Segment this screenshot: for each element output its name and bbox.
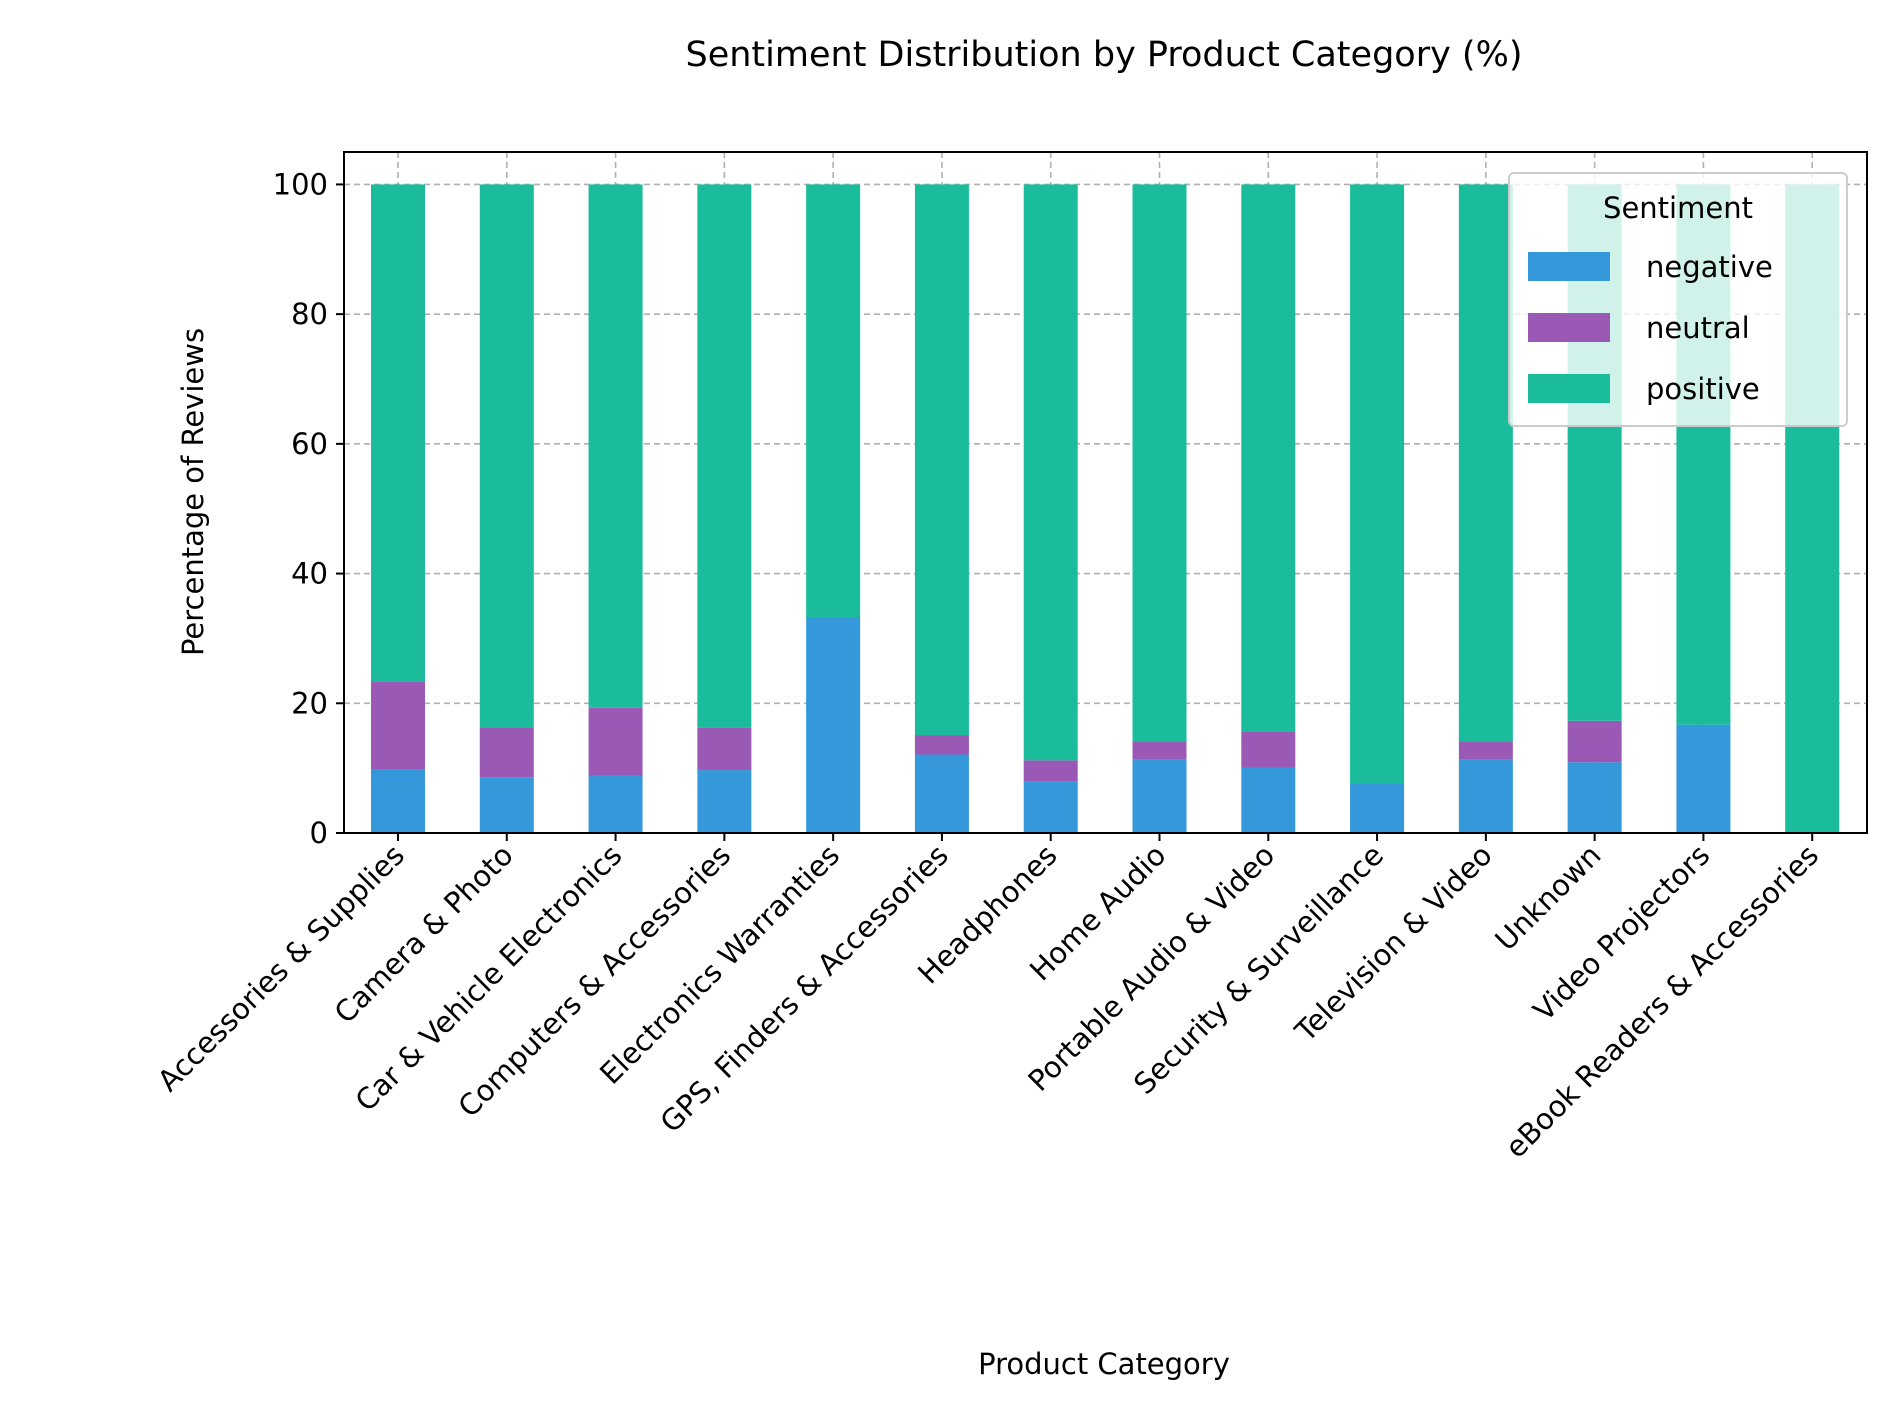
bar-negative xyxy=(588,775,643,833)
bar-neutral xyxy=(371,681,425,770)
bar-positive xyxy=(479,184,534,728)
bar-positive xyxy=(1241,184,1296,732)
y-tick-label: 40 xyxy=(291,557,328,591)
legend-box xyxy=(1508,172,1848,427)
bar-positive xyxy=(1132,184,1187,742)
plot-frame xyxy=(343,151,1868,834)
bar-negative xyxy=(1458,759,1513,833)
bar-neutral xyxy=(697,727,752,771)
legend-swatch-negative xyxy=(1528,252,1610,281)
bar-negative xyxy=(1567,762,1622,833)
bar-positive xyxy=(588,184,643,708)
bar-neutral xyxy=(1241,731,1296,768)
bar-negative xyxy=(806,617,861,833)
y-tick-label: 60 xyxy=(291,427,328,461)
legend-swatch-positive xyxy=(1528,374,1610,403)
legend-label-neutral: neutral xyxy=(1646,311,1750,345)
bar-neutral xyxy=(1567,720,1622,763)
legend-title: Sentiment xyxy=(1603,191,1753,225)
chart-title: Sentiment Distribution by Product Catego… xyxy=(686,35,1523,75)
bar-positive xyxy=(697,184,752,728)
bar-negative xyxy=(1241,767,1296,833)
bar-negative xyxy=(1132,759,1187,833)
y-tick-label: 20 xyxy=(291,686,328,720)
bar-negative xyxy=(371,769,425,833)
bar-neutral xyxy=(1132,741,1187,760)
bar-neutral xyxy=(479,727,534,778)
bar-negative xyxy=(1350,783,1405,833)
bar-neutral xyxy=(1023,760,1078,782)
bar-negative xyxy=(697,770,752,833)
bar-negative xyxy=(479,777,534,833)
legend-label-positive: positive xyxy=(1646,372,1760,406)
bar-negative xyxy=(1023,781,1078,833)
bar-positive xyxy=(914,184,969,736)
bar-positive xyxy=(1350,184,1405,784)
legend: Sentiment negative neutral positive xyxy=(1508,172,1848,427)
y-tick-label: 80 xyxy=(291,297,328,331)
bar-neutral xyxy=(914,735,969,755)
bar-positive xyxy=(1458,184,1513,742)
y-tick-label: 0 xyxy=(310,816,328,850)
bar-positive xyxy=(1023,184,1078,761)
bar-positive xyxy=(371,184,425,682)
bar-positive xyxy=(806,184,861,618)
legend-swatch-neutral xyxy=(1528,313,1610,342)
y-axis: 0 20 40 60 80 100 xyxy=(273,167,344,850)
y-axis-title: Percentage of Reviews xyxy=(176,328,210,656)
x-axis-title: Product Category xyxy=(978,1347,1230,1381)
bar-negative xyxy=(914,754,969,833)
bar-neutral xyxy=(588,707,643,776)
legend-label-negative: negative xyxy=(1646,250,1773,284)
bar-neutral xyxy=(1458,741,1513,760)
y-tick-label: 100 xyxy=(273,167,328,201)
bar-negative xyxy=(1676,724,1731,833)
